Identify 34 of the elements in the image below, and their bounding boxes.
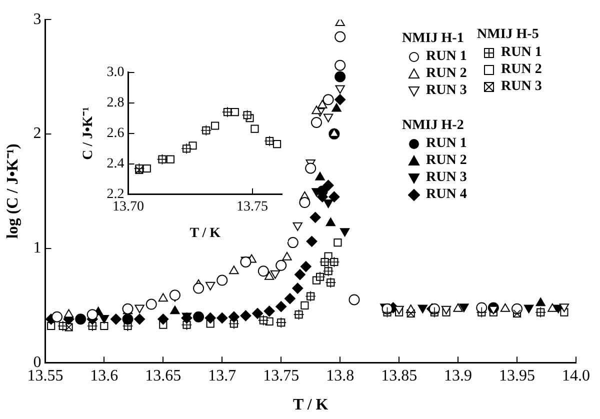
annotation: NMIJ H-2 [402,117,465,134]
legend-label: RUN 1 [426,48,467,65]
x-tick-label: 13.75 [263,367,300,384]
y-tick-label: 3.0 [106,65,124,80]
x-tick-label: 13.75 [236,199,268,214]
x-tick-label: 13.8 [326,367,354,384]
x-tick-label: 13.95 [499,367,536,384]
x-tick-label: 13.85 [381,367,418,384]
x-tick-label: 13.7 [208,367,236,384]
y-tick-label: 3 [33,10,42,28]
y-tick-label: 1 [33,239,42,256]
x-tick-label: 13.9 [444,367,472,384]
legend-label: RUN 2 [501,61,542,78]
y-tick-label: 2 [33,125,42,142]
y-tick-label: 2.6 [106,126,124,142]
y-axis-title: log (C / J•K⁻¹) [4,144,22,239]
legend-label: RUN 3 [501,78,542,95]
legend-label: RUN 3 [426,169,467,186]
y-tick-label: 2.8 [106,96,124,111]
y-tick-label: 2.4 [106,156,124,172]
x-tick-label: 14.0 [562,367,590,384]
legend-label: RUN 4 [426,186,467,203]
y-axis-title: C / J•K⁻¹ [81,106,96,160]
x-axis-title: T / K [292,396,329,414]
annotation: NMIJ H-1 [402,30,465,47]
legend-label: RUN 2 [426,152,467,169]
x-axis-title: T / K [190,226,221,242]
legend-label: RUN 2 [426,65,467,82]
annotation: NMIJ H-5 [477,26,540,43]
legend-label: RUN 3 [426,82,467,99]
legend-label: RUN 1 [426,135,467,152]
x-tick-label: 13.65 [145,367,182,384]
legend-label: RUN 1 [501,44,542,61]
x-tick-label: 13.6 [90,367,118,384]
